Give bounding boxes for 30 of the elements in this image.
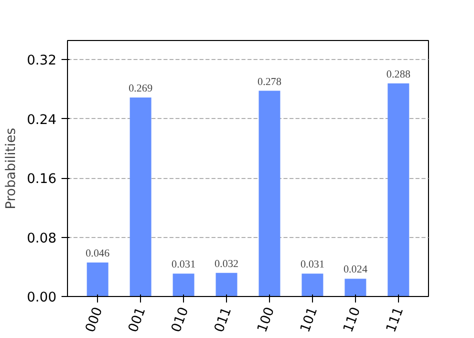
bar [216,272,238,296]
y-axis-title: Probabilities [4,128,19,210]
data-label: 0.046 [86,248,110,260]
x-tick-label: 001 [126,305,150,334]
bar [258,90,280,296]
bar [388,83,410,296]
bar [344,278,366,296]
data-label: 0.031 [172,260,196,271]
y-tick-label: 0.32 [26,54,57,69]
data-label: 0.032 [214,258,239,270]
bar [172,274,194,296]
x-tick-label: 011 [212,305,235,334]
data-label: 0.278 [258,76,282,88]
x-tick-label: 110 [341,305,364,334]
y-tick-label: 0.00 [26,290,57,306]
x-tick-label: 000 [83,305,106,334]
data-label: 0.024 [343,264,368,276]
x-tick-label: 101 [298,305,321,334]
data-label: 0.269 [128,83,153,94]
data-label: 0.288 [386,69,410,80]
y-tick-label: 0.08 [26,231,57,246]
data-label: 0.031 [300,260,324,271]
y-tick-label: 0.16 [26,172,57,188]
bar [130,97,152,296]
y-tick-label: 0.24 [26,112,57,128]
x-tick-label: 010 [169,305,192,334]
x-tick-label: 100 [255,305,278,334]
bar [86,262,108,296]
bar [302,274,324,296]
x-tick-label: 111 [384,305,407,334]
